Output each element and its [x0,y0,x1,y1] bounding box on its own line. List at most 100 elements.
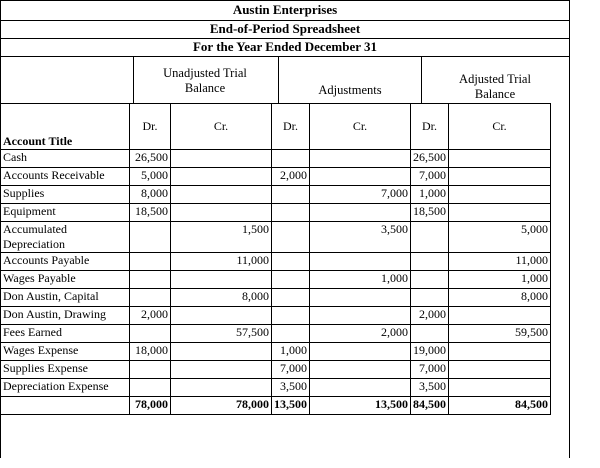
account-title-cell: Accounts Receivable [0,167,130,186]
adjusted-cr-cell [448,167,551,186]
adjustments-dr-header: Dr. [271,103,310,150]
unadjusted-cr-cell [170,203,272,222]
adjusted-dr-cell [410,288,449,307]
table-row: Cash 26,500 26,500 [0,149,551,168]
adjusted-dr-cell: 19,000 [410,342,449,361]
adjustments-dr-cell: 3,500 [271,378,310,397]
adjusted-header: Adjusted Trial Balance [440,72,550,102]
table-row: Wages Payable 1,000 1,000 [0,270,551,289]
unadjusted-dr-cell [129,288,171,307]
adjustments-cr-cell [309,342,411,361]
adjustments-cr-cell [309,149,411,168]
adjusted-dr-cell: 7,000 [410,360,449,379]
adjustments-cr-cell [309,167,411,186]
unadjusted-dr-cell [129,378,171,397]
account-title-cell: Wages Expense [0,342,130,361]
table-row: Accounts Receivable 5,000 2,000 7,000 [0,167,551,186]
account-title-cell: Equipment [0,203,130,222]
adjustments-header: Adjustments [285,83,415,98]
account-title-cell: Fees Earned [0,324,130,343]
unadjusted-cr-cell [170,270,272,289]
adjustments-dr-cell [271,221,310,253]
total-unadjusted-dr: 78,000 [129,396,171,415]
adjustments-dr-cell: 7,000 [271,360,310,379]
unadjusted-dr-cell [129,360,171,379]
unadjusted-label: Unadjusted Trial Balance [163,66,247,95]
adjustments-dr-cell [271,203,310,222]
adjustments-dr-cell: 1,000 [271,342,310,361]
adjusted-cr-cell: 11,000 [448,252,551,271]
adjusted-dr-cell [410,221,449,253]
account-title-cell: Accounts Payable [0,252,130,271]
table-row: Don Austin, Drawing 2,000 2,000 [0,306,551,325]
adjusted-dr-cell: 3,500 [410,378,449,397]
adjusted-cr-cell: 8,000 [448,288,551,307]
adjustments-cr-cell [309,203,411,222]
unadjusted-cr-cell [170,360,272,379]
adjusted-cr-cell: 5,000 [448,221,551,253]
adjusted-cr-header: Cr. [448,103,551,150]
adjusted-cr-cell [448,306,551,325]
adjusted-dr-cell [410,252,449,271]
adjusted-dr-cell [410,270,449,289]
unadjusted-dr-cell: 18,500 [129,203,171,222]
total-unadjusted-cr: 78,000 [170,396,272,415]
unadjusted-cr-cell: 57,500 [170,324,272,343]
totals-label [0,396,130,415]
adjustments-cr-cell: 3,500 [309,221,411,253]
adjusted-dr-cell: 2,000 [410,306,449,325]
adjusted-cr-cell [448,378,551,397]
unadjusted-dr-cell [129,270,171,289]
ledger-table: Account Title Dr. Cr. Dr. Cr. Dr. Cr. Ca… [0,103,551,415]
adjusted-cr-cell: 1,000 [448,270,551,289]
adjusted-dr-cell: 18,500 [410,203,449,222]
unadjusted-dr-cell [129,252,171,271]
adjusted-cr-cell [448,342,551,361]
adjusted-cr-cell [448,203,551,222]
adjusted-dr-cell: 1,000 [410,185,449,204]
total-adjusted-cr: 84,500 [448,396,551,415]
unadjusted-cr-cell [170,306,272,325]
adjustments-dr-cell: 2,000 [271,167,310,186]
report-period: For the Year Ended December 31 [192,39,378,54]
table-row: Accumulated Depreciation 1,500 3,500 5,000 [0,221,551,253]
report-title: End-of-Period Spreadsheet [209,21,361,36]
table-row: Don Austin, Capital 8,000 8,000 [0,288,551,307]
table-row: Supplies Expense 7,000 7,000 [0,360,551,379]
total-adjustments-cr: 13,500 [309,396,411,415]
table-row: Fees Earned 57,500 2,000 59,500 [0,324,551,343]
unadjusted-dr-cell [129,221,171,253]
unadjusted-dr-cell: 8,000 [129,185,171,204]
account-title-cell: Depreciation Expense [0,378,130,397]
adjustments-dr-cell [271,288,310,307]
adjustments-cr-cell [309,360,411,379]
account-title-cell: Supplies Expense [0,360,130,379]
unadjusted-header: Unadjusted Trial Balance [150,66,260,96]
account-title-cell: Supplies [0,185,130,204]
unadjusted-dr-header: Dr. [129,103,171,150]
total-adjusted-dr: 84,500 [410,396,449,415]
adjusted-cr-cell [448,185,551,204]
unadjusted-cr-cell: 8,000 [170,288,272,307]
adjusted-label: Adjusted Trial Balance [459,72,531,101]
unadjusted-cr-cell [170,342,272,361]
unadjusted-dr-cell: 5,000 [129,167,171,186]
adjustments-dr-cell [271,252,310,271]
table-row: Accounts Payable 11,000 11,000 [0,252,551,271]
unadjusted-cr-cell [170,378,272,397]
unadjusted-dr-cell [129,324,171,343]
totals-row: 78,000 78,000 13,500 13,500 84,500 84,50… [0,396,551,415]
account-title-cell: Accumulated Depreciation [0,221,130,253]
unadjusted-dr-cell: 2,000 [129,306,171,325]
adjusted-dr-cell: 7,000 [410,167,449,186]
adjustments-cr-cell [309,378,411,397]
adjustments-cr-cell [309,306,411,325]
adjustments-label: Adjustments [318,83,382,97]
account-title-cell: Don Austin, Capital [0,288,130,307]
table-row: Depreciation Expense 3,500 3,500 [0,378,551,397]
unadjusted-cr-cell: 1,500 [170,221,272,253]
unadjusted-cr-header: Cr. [170,103,272,150]
adjustments-dr-cell [271,270,310,289]
adjusted-dr-cell [410,324,449,343]
adjustments-cr-cell: 7,000 [309,185,411,204]
